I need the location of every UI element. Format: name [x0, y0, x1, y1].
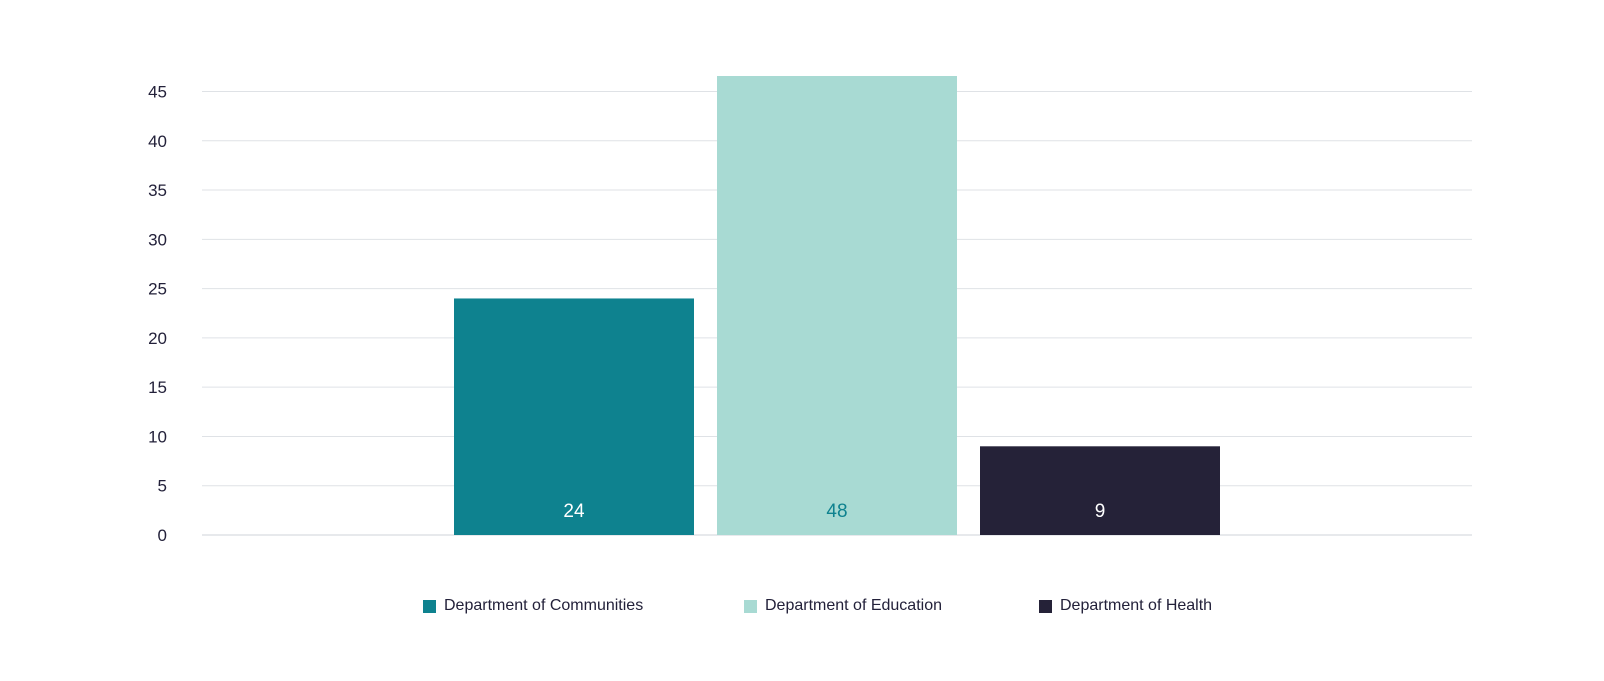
y-tick-label: 30 — [148, 230, 167, 249]
data-labels: 24 48 9 — [563, 501, 1105, 522]
legend-item-communities: Department of Communities — [423, 597, 643, 615]
data-label: 48 — [826, 501, 847, 522]
chart-legend: Department of Communities Department of … — [0, 597, 1604, 621]
y-tick-label: 35 — [148, 181, 167, 200]
bar-department-of-communities — [454, 298, 694, 535]
y-axis-ticks: 0 5 10 15 20 25 30 35 40 45 — [148, 83, 167, 546]
legend-label-health: Department of Health — [1060, 597, 1213, 614]
bar-department-of-health — [980, 446, 1220, 535]
legend-item-health: Department of Health — [1039, 597, 1212, 615]
data-label: 24 — [563, 501, 585, 522]
y-tick-label: 15 — [148, 378, 167, 397]
bars — [454, 76, 1220, 535]
bar-department-of-education — [717, 76, 957, 535]
legend-swatch-education — [744, 599, 757, 613]
y-tick-label: 40 — [148, 132, 167, 151]
legend-swatch-communities — [423, 599, 436, 613]
y-tick-label: 0 — [158, 526, 167, 545]
data-label: 9 — [1095, 501, 1106, 522]
y-tick-label: 20 — [148, 329, 167, 348]
y-tick-label: 25 — [148, 280, 167, 299]
legend-swatch-health — [1039, 599, 1052, 613]
y-tick-label: 5 — [158, 477, 167, 496]
legend-label-education: Department of Education — [765, 597, 942, 614]
legend-item-education: Department of Education — [744, 597, 942, 615]
y-tick-label: 10 — [148, 427, 167, 446]
legend-label-communities: Department of Communities — [444, 597, 644, 614]
y-tick-label: 45 — [148, 83, 167, 102]
